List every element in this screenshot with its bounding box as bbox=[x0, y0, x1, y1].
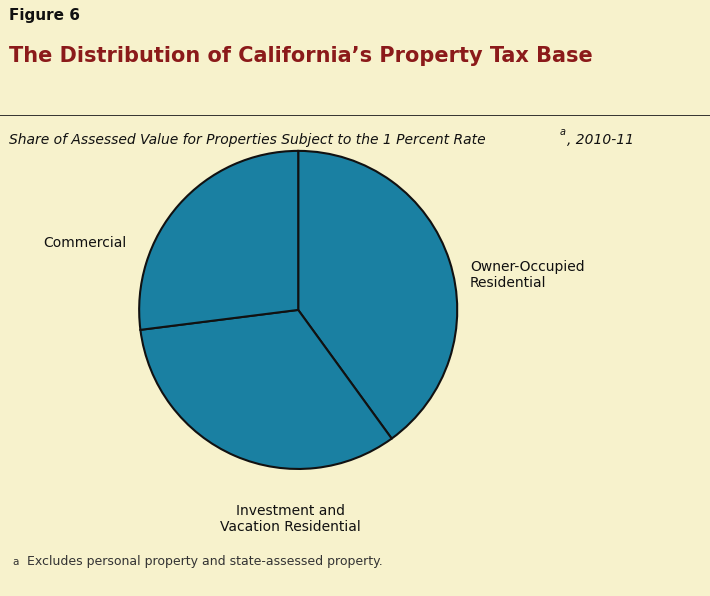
Text: Figure 6: Figure 6 bbox=[9, 8, 80, 23]
Text: Share of Assessed Value for Properties Subject to the 1 Percent Rate: Share of Assessed Value for Properties S… bbox=[9, 133, 486, 147]
Text: Commercial: Commercial bbox=[43, 236, 126, 250]
Text: , 2010-11: , 2010-11 bbox=[567, 133, 633, 147]
Wedge shape bbox=[139, 151, 298, 330]
Text: a: a bbox=[559, 128, 565, 137]
Wedge shape bbox=[141, 310, 392, 469]
Text: a: a bbox=[13, 557, 19, 567]
Text: Excludes personal property and state-assessed property.: Excludes personal property and state-ass… bbox=[27, 555, 383, 568]
Wedge shape bbox=[298, 151, 457, 439]
Text: The Distribution of California’s Property Tax Base: The Distribution of California’s Propert… bbox=[9, 46, 593, 67]
Text: Investment and
Vacation Residential: Investment and Vacation Residential bbox=[220, 504, 361, 534]
Text: Owner-Occupied
Residential: Owner-Occupied Residential bbox=[470, 260, 584, 290]
